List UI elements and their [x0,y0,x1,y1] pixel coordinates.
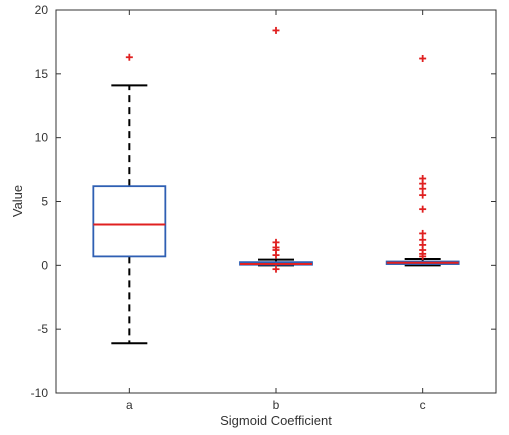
outlier-point [272,251,280,259]
outlier-point [419,185,427,193]
x-axis-label: Sigmoid Coefficient [220,413,332,428]
outlier-point [125,53,133,61]
y-tick-label: 5 [41,195,48,209]
y-tick-label: 15 [35,67,49,81]
x-tick-label: c [420,398,426,412]
x-tick-label: a [126,398,133,412]
outlier-point [419,205,427,213]
outlier-point [419,252,427,260]
box-a [92,53,167,345]
box-series [92,26,460,345]
y-tick-label: 20 [35,3,49,17]
outlier-point [419,55,427,63]
y-tick-label: 10 [35,131,49,145]
iqr-box [92,185,167,258]
x-axis-ticks: a b c [126,10,426,412]
y-tick-label: 0 [41,258,48,272]
box-b [239,26,313,273]
outlier-point [272,26,280,34]
x-tick-label: b [273,398,280,412]
y-tick-label: -5 [37,322,48,336]
outlier-point [419,229,427,237]
y-axis-label: Value [10,185,25,217]
y-tick-label: -10 [31,386,49,400]
plot-area [55,9,497,394]
outlier-point [419,191,427,199]
box-c [385,55,460,267]
outlier-point [272,265,280,273]
y-axis-ticks: -10 -5 0 5 10 15 20 [31,3,496,400]
